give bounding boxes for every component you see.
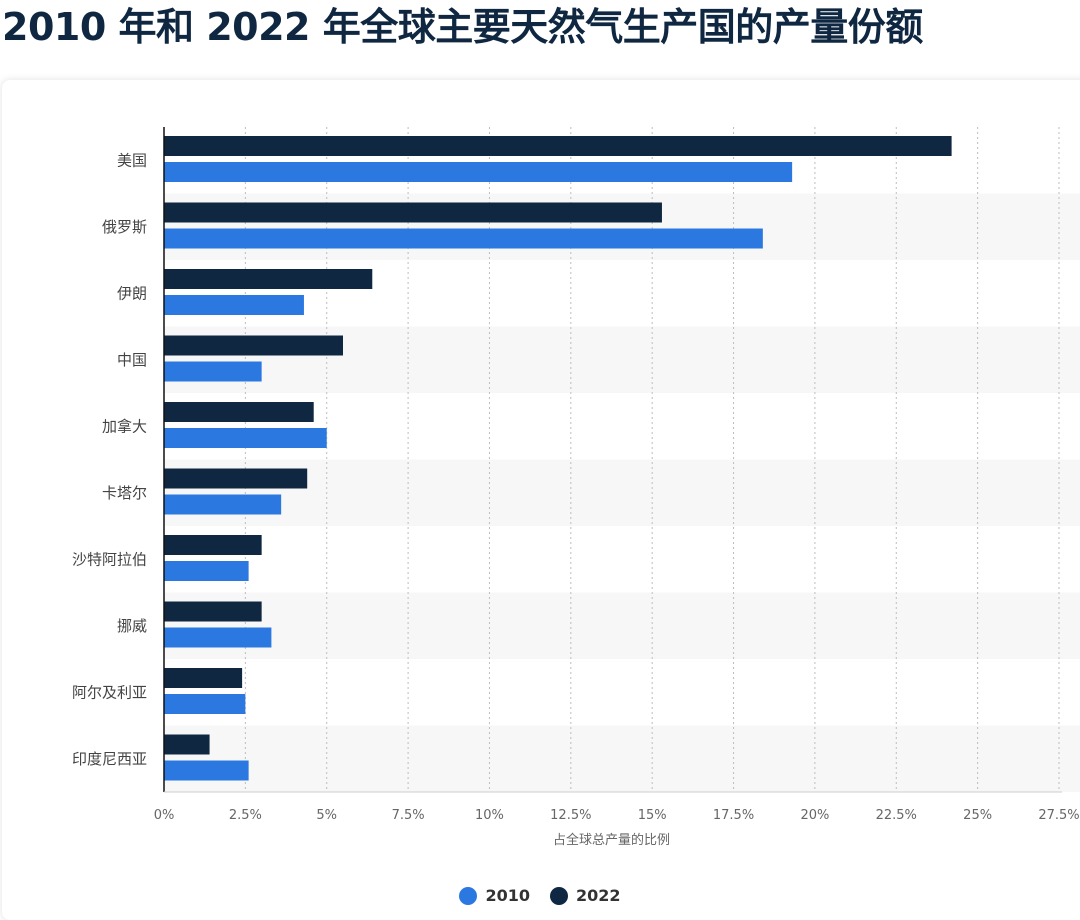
legend-label-2010: 2010 [485, 886, 530, 905]
legend-swatch-2022 [550, 886, 568, 905]
category-label: 沙特阿拉伯 [72, 550, 147, 568]
category-label: 挪威 [117, 617, 147, 635]
category-label: 印度尼西亚 [72, 750, 147, 768]
x-tick-label: 27.5% [1038, 808, 1079, 823]
x-tick-label: 10% [475, 808, 504, 823]
bar-2022[interactable] [164, 335, 343, 356]
category-band [164, 725, 1080, 792]
bar-2022[interactable] [164, 734, 210, 755]
legend-label-2022: 2022 [576, 886, 621, 905]
x-tick-label: 5% [316, 808, 337, 823]
category-label: 阿尔及利亚 [72, 683, 147, 701]
bar-2010[interactable] [164, 494, 282, 515]
x-tick-label: 25% [963, 808, 992, 823]
bar-2022[interactable] [164, 468, 308, 489]
category-band [164, 592, 1080, 659]
category-label: 中国 [117, 351, 147, 369]
category-label: 美国 [117, 151, 147, 169]
category-label: 俄罗斯 [102, 218, 147, 236]
x-tick-label: 20% [800, 808, 829, 823]
bar-2022[interactable] [164, 601, 262, 622]
bar-2022[interactable] [164, 535, 262, 555]
bar-2010[interactable] [164, 694, 246, 714]
x-tick-label: 12.5% [550, 808, 591, 823]
x-tick-label: 2.5% [229, 808, 262, 823]
bar-2010[interactable] [164, 228, 763, 249]
bar-2022[interactable] [164, 269, 373, 289]
x-tick-label: 17.5% [713, 808, 754, 823]
x-tick-label: 0% [154, 808, 175, 823]
bar-2010[interactable] [164, 760, 249, 781]
x-tick-label: 7.5% [392, 808, 425, 823]
bar-2022[interactable] [164, 136, 952, 156]
legend: 2010 2022 [0, 886, 1080, 905]
bar-2010[interactable] [164, 627, 272, 648]
bar-2010[interactable] [164, 361, 262, 382]
bar-2022[interactable] [164, 202, 662, 223]
bar-2010[interactable] [164, 162, 793, 182]
bar-2010[interactable] [164, 428, 327, 448]
category-label: 伊朗 [117, 284, 147, 302]
bar-chart: 0% 2.5% 5% 7.5% 10% 12.5% 15% 17.5% 20% 22.5% 25% 2… [72, 127, 1080, 848]
x-axis-title: 占全球总产量的比例 [553, 832, 670, 848]
category-label: 卡塔尔 [102, 484, 147, 502]
category-label: 加拿大 [102, 417, 147, 435]
bar-2022[interactable] [164, 402, 314, 422]
x-tick-label: 15% [638, 808, 667, 823]
x-tick-label: 22.5% [876, 808, 917, 823]
bar-2010[interactable] [164, 295, 304, 315]
category-band [164, 459, 1080, 526]
legend-item-2010[interactable]: 2010 [459, 886, 530, 905]
page-title: 2010 年和 2022 年全球主要天然气生产国的产量份额 [2, 5, 923, 49]
legend-item-2022[interactable]: 2022 [550, 886, 621, 905]
legend-swatch-2010 [459, 886, 478, 905]
bar-2010[interactable] [164, 561, 249, 581]
bar-2022[interactable] [164, 668, 243, 688]
